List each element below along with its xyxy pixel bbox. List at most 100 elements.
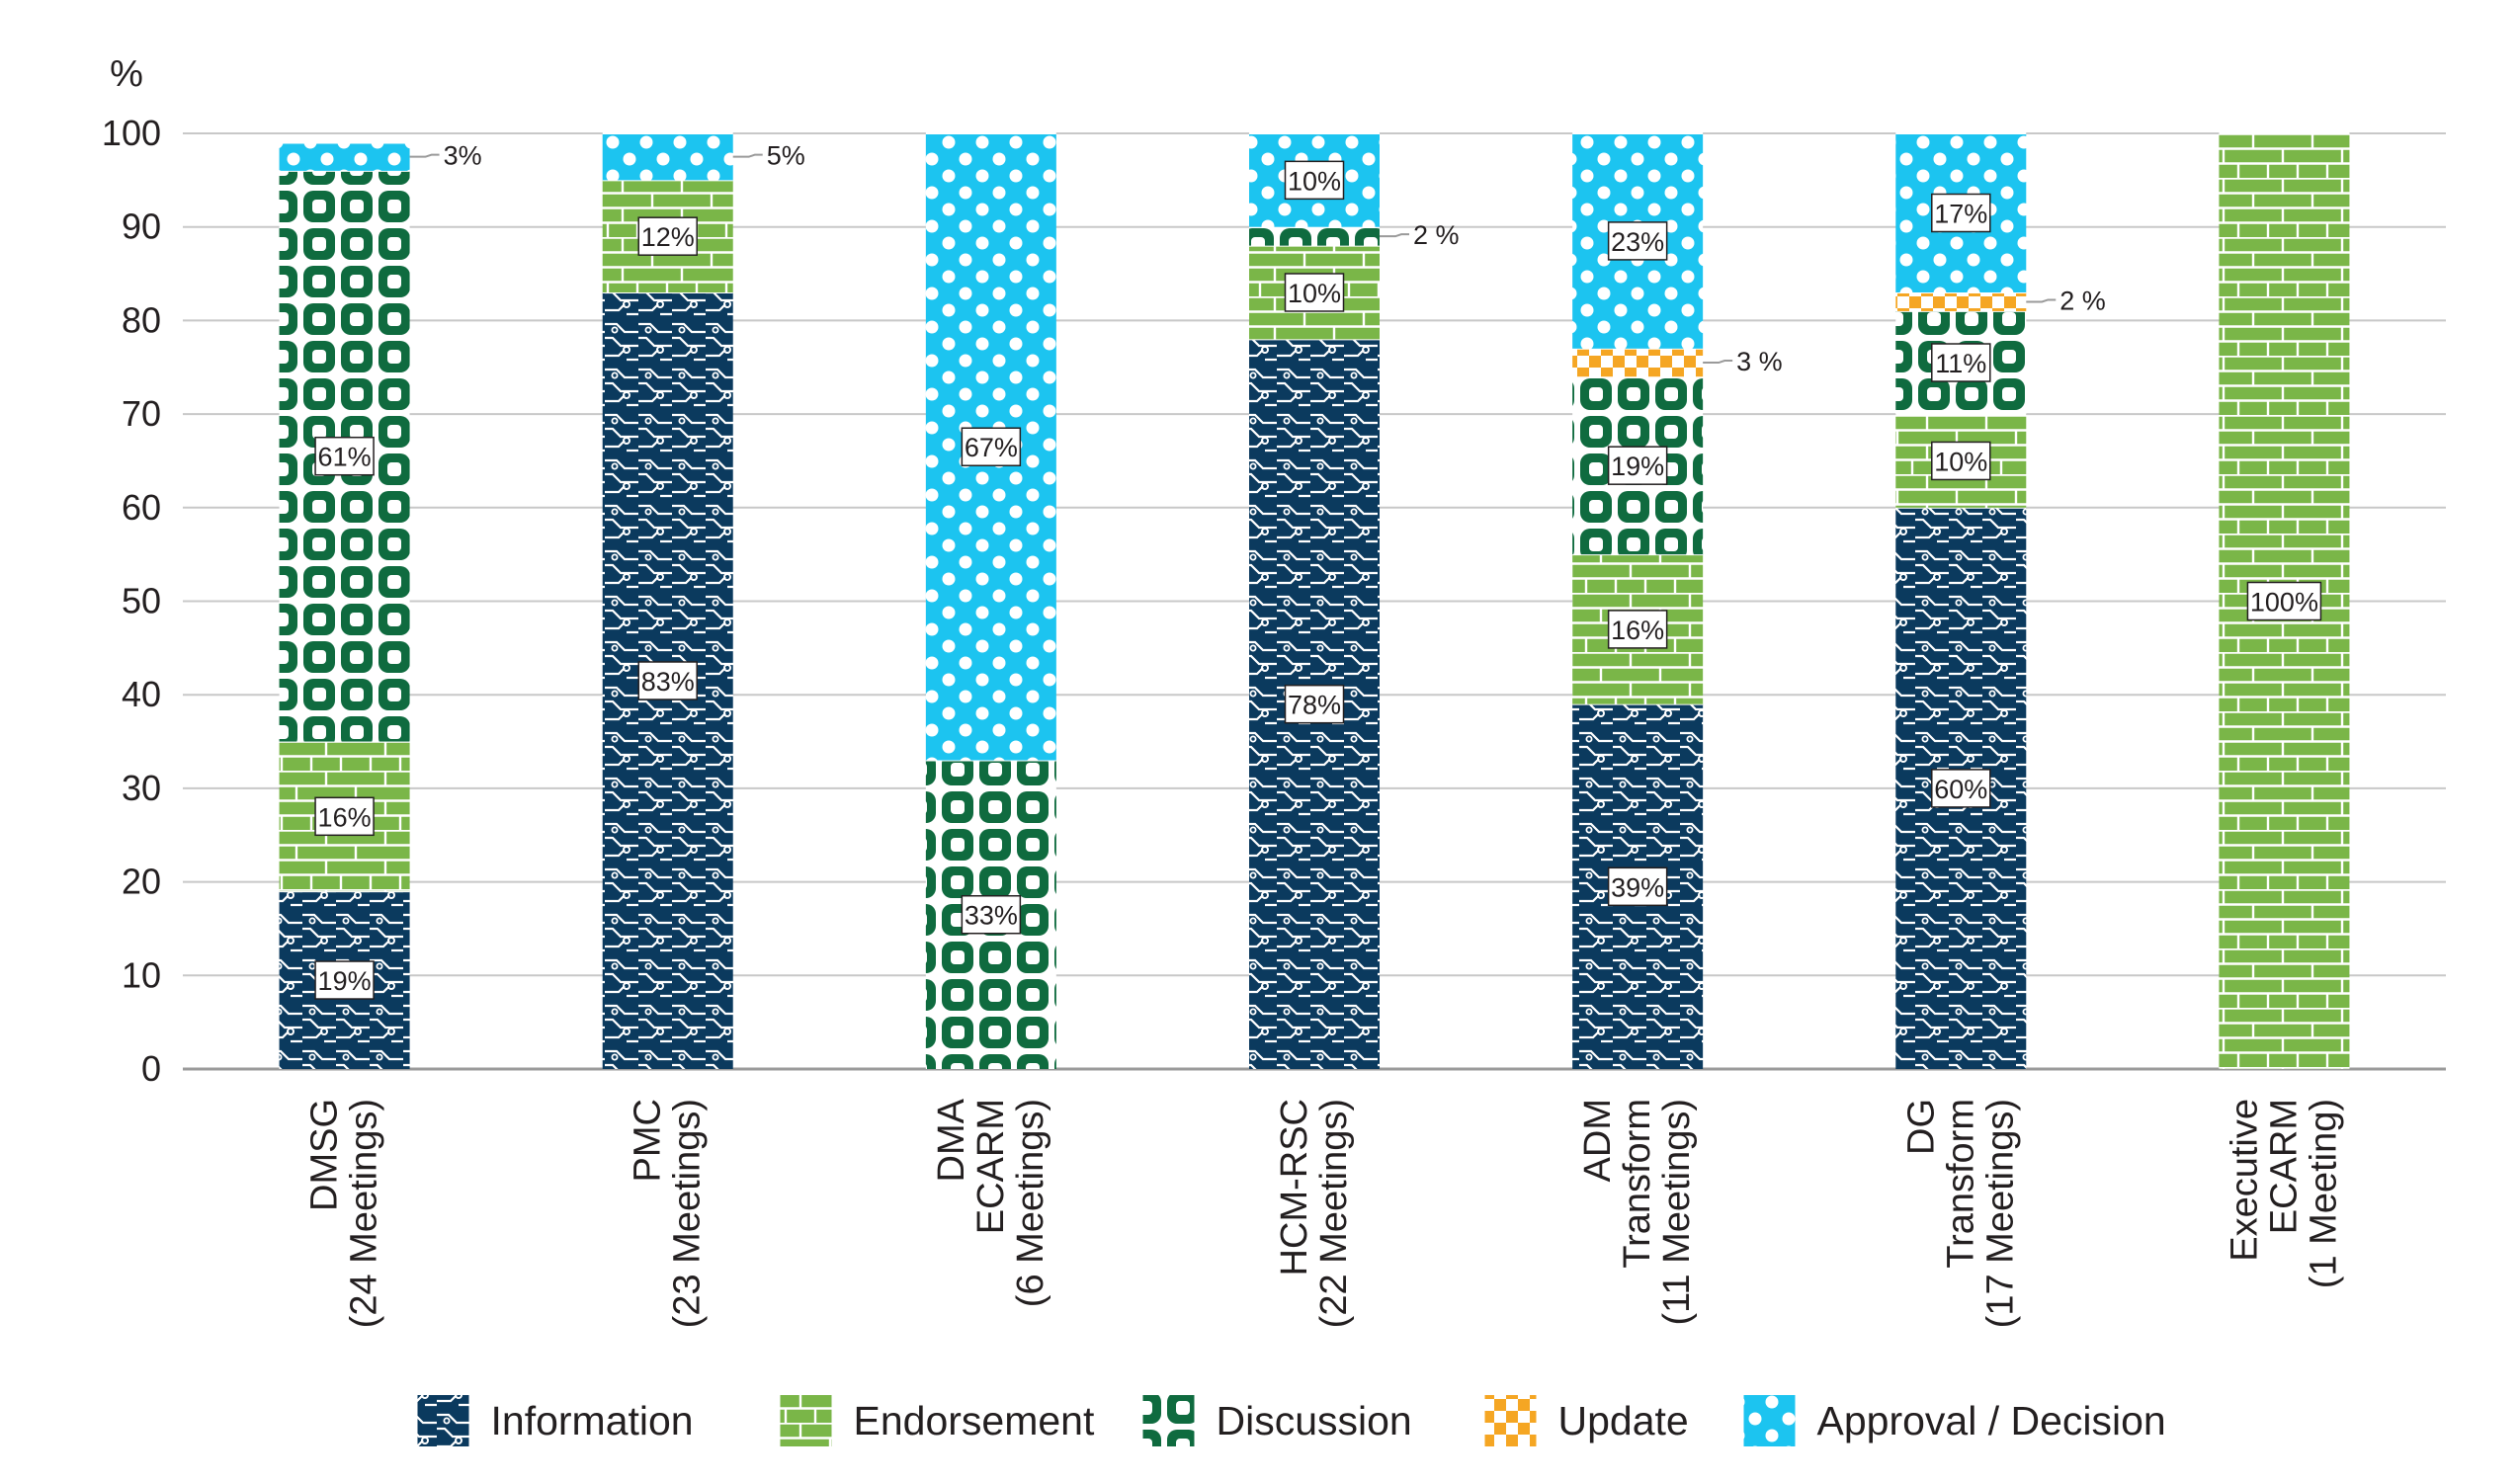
data-label-box xyxy=(1931,193,1991,233)
bar-segment xyxy=(602,133,733,181)
bar-segment xyxy=(279,142,410,171)
data-label-box xyxy=(961,894,1022,935)
legend-label: Information xyxy=(491,1398,694,1443)
category-label-line: HCM-RSC xyxy=(1274,1099,1315,1276)
data-label: 16% xyxy=(1611,616,1664,645)
data-label: 10% xyxy=(1288,279,1341,308)
bar-segment xyxy=(1572,348,1704,377)
label-leader xyxy=(1703,360,1733,365)
legend-swatch xyxy=(1743,1395,1796,1446)
data-label-box xyxy=(637,216,698,256)
label-leader xyxy=(1380,233,1409,238)
data-label: 39% xyxy=(1611,872,1664,902)
data-label-box xyxy=(1607,610,1668,649)
data-label-box xyxy=(1284,273,1345,312)
data-label-box xyxy=(1931,441,1991,481)
data-label-box xyxy=(1931,343,1991,382)
category-label-line: Executive xyxy=(2224,1099,2265,1262)
data-label-box xyxy=(2246,581,2322,621)
category-label-line: DMSG xyxy=(304,1099,346,1211)
x-axis-categories: DMSG(24 Meetings) PMC(23 Meetings) DMAECAR… xyxy=(304,1098,2345,1328)
data-label: 11% xyxy=(1935,349,1986,378)
data-label: 10% xyxy=(1934,447,1987,476)
data-label: 67% xyxy=(965,433,1018,462)
legend-label: Approval / Decision xyxy=(1817,1398,2166,1443)
data-label: 2 % xyxy=(1413,220,1460,250)
legend-label: Endorsement xyxy=(854,1398,1095,1443)
data-label: 17% xyxy=(1934,199,1987,228)
bar-segment xyxy=(1895,291,2027,311)
data-label: 19% xyxy=(318,966,372,996)
data-label: 2 % xyxy=(2059,286,2106,315)
legend-swatch xyxy=(417,1395,469,1446)
category-label: PMC(23 Meetings) xyxy=(628,1099,709,1328)
data-label: 10% xyxy=(1288,166,1341,196)
data-label-box xyxy=(314,960,375,1000)
category-label-line: DMA xyxy=(931,1098,972,1182)
data-label-box xyxy=(1607,221,1668,261)
category-label-line: Transform xyxy=(1617,1099,1658,1269)
data-label: 83% xyxy=(641,667,695,697)
data-label-box xyxy=(637,661,698,700)
y-tick-label: 50 xyxy=(122,581,161,621)
category-label: DMSG(24 Meetings) xyxy=(304,1099,385,1328)
legend-swatch xyxy=(1142,1395,1195,1446)
y-tick-label: 0 xyxy=(141,1048,161,1089)
label-leader xyxy=(409,153,440,158)
y-tick-label: 90 xyxy=(122,206,161,247)
data-label: 5% xyxy=(767,141,805,171)
category-label-line: DG xyxy=(1900,1099,1942,1155)
data-label-box xyxy=(1284,684,1345,724)
y-axis-unit: % xyxy=(110,53,143,95)
data-label-box xyxy=(1607,866,1668,907)
data-label: 19% xyxy=(1611,452,1664,481)
category-label-line: (1 Meeting) xyxy=(2303,1099,2344,1288)
data-label-box xyxy=(314,796,375,837)
category-label: HCM-RSC(22 Meetings) xyxy=(1274,1099,1355,1328)
data-labels: 19% 16% 61% 3% 83% 12% 5% 33% 67% 78% 10% 2 % 10% 39%… xyxy=(314,141,2322,1000)
data-label-box xyxy=(1284,160,1345,201)
legend-label: Discussion xyxy=(1217,1398,1412,1443)
y-tick-label: 10 xyxy=(122,954,161,995)
y-tick-label: 70 xyxy=(122,393,161,434)
data-label: 78% xyxy=(1288,691,1341,720)
y-axis: 0 10 20 30 40 50 60 70 80 90 100% xyxy=(102,53,161,1089)
bar-segment xyxy=(1249,226,1380,246)
data-label: 100% xyxy=(2250,588,2318,618)
data-label: 33% xyxy=(965,901,1018,931)
category-label-line: (6 Meetings) xyxy=(1010,1099,1051,1307)
category-label-line: ADM xyxy=(1577,1099,1619,1182)
data-label-box xyxy=(1931,769,1991,808)
category-label-line: ECARM xyxy=(970,1099,1012,1234)
data-label: 3 % xyxy=(1736,347,1783,376)
data-label: 60% xyxy=(1934,775,1987,804)
y-tick-label: 60 xyxy=(122,487,161,528)
data-label-box xyxy=(961,427,1022,466)
data-label: 23% xyxy=(1611,227,1664,257)
y-tick-label: 100 xyxy=(102,113,161,153)
legend-label: Update xyxy=(1558,1398,1689,1443)
data-label: 16% xyxy=(318,802,372,832)
data-label-box xyxy=(314,436,375,476)
label-leader xyxy=(732,153,763,158)
data-label: 3% xyxy=(444,141,482,171)
category-label-line: (22 Meetings) xyxy=(1313,1099,1355,1328)
category-label-line: ECARM xyxy=(2263,1099,2305,1234)
category-label-line: (17 Meetings) xyxy=(1979,1099,2021,1328)
category-label-line: (23 Meetings) xyxy=(667,1099,709,1328)
legend-swatch xyxy=(780,1395,832,1446)
data-label: 61% xyxy=(318,443,372,472)
category-label-line: (11 Meetings) xyxy=(1656,1099,1698,1326)
y-tick-label: 40 xyxy=(122,674,161,714)
label-leader xyxy=(2026,298,2057,303)
category-label-line: (24 Meetings) xyxy=(344,1099,385,1328)
y-tick-label: 20 xyxy=(122,862,161,902)
category-label-line: PMC xyxy=(628,1099,669,1182)
legend-swatch xyxy=(1484,1395,1537,1446)
y-tick-label: 80 xyxy=(122,299,161,340)
y-tick-label: 30 xyxy=(122,768,161,808)
